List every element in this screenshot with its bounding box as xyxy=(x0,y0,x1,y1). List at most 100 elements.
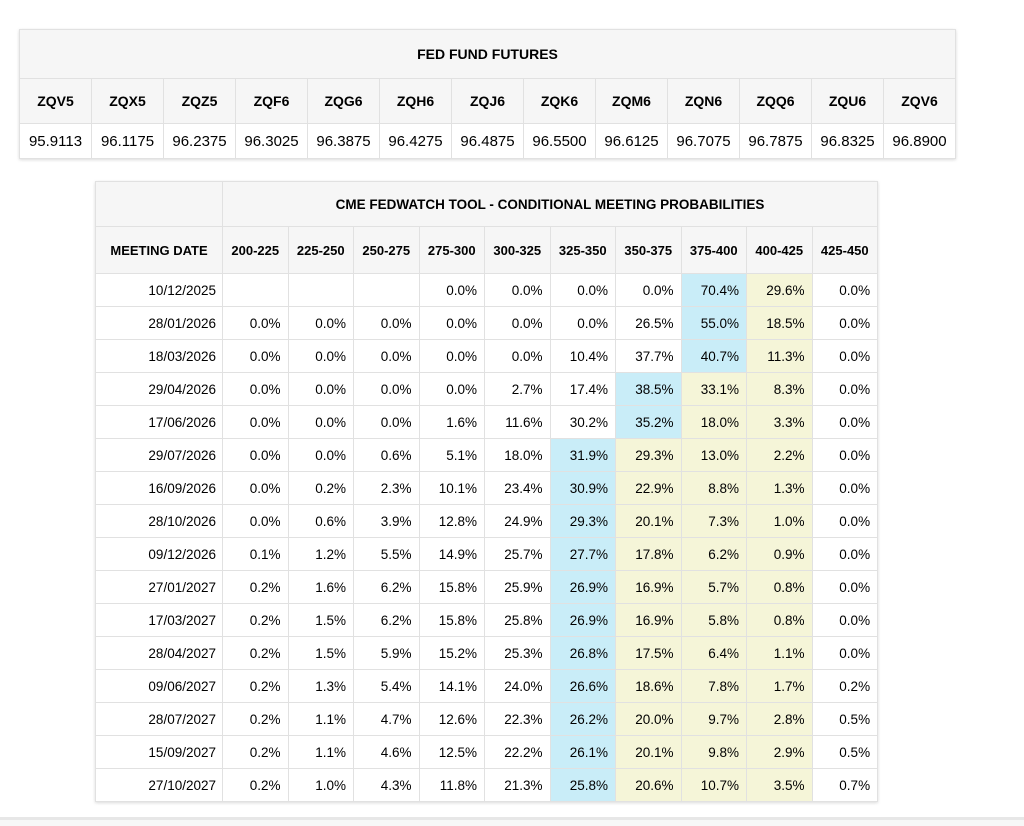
probability-cell: 14.1% xyxy=(418,669,485,703)
probability-cell: 0.2% xyxy=(222,768,289,802)
probability-cell: 31.9% xyxy=(549,438,616,472)
probability-cell: 0.9% xyxy=(746,537,813,571)
futures-contract-header: ZQV5 xyxy=(19,78,92,124)
probability-cell: 0.0% xyxy=(222,405,289,439)
futures-price-cell: 96.3875 xyxy=(307,123,380,159)
probability-cell: 12.8% xyxy=(418,504,485,538)
probability-cell: 38.5% xyxy=(615,372,682,406)
probability-cell: 1.6% xyxy=(287,570,354,604)
futures-price-cell: 96.8325 xyxy=(811,123,884,159)
meeting-date-cell: 28/10/2026 xyxy=(95,504,223,538)
probability-cell: 1.7% xyxy=(746,669,813,703)
probability-cell: 1.0% xyxy=(287,768,354,802)
probability-cell: 22.2% xyxy=(484,735,551,769)
probability-cell: 25.7% xyxy=(484,537,551,571)
fedwatch-row: 28/07/2027 0.2% 1.1% 4.7% 12.6% 22.3% 26.2% 20.… xyxy=(95,702,879,736)
futures-contract-header: ZQF6 xyxy=(235,78,308,124)
probability-cell: 0.0% xyxy=(222,438,289,472)
probability-cell: 1.5% xyxy=(287,603,354,637)
fedwatch-row: 27/01/2027 0.2% 1.6% 6.2% 15.8% 25.9% 26.9% 16.… xyxy=(95,570,879,604)
futures-contract-header: ZQU6 xyxy=(811,78,884,124)
probability-cell: 12.5% xyxy=(418,735,485,769)
probability-cell: 25.9% xyxy=(484,570,551,604)
meeting-date-header: MEETING DATE xyxy=(95,226,223,274)
probability-cell: 25.8% xyxy=(549,768,616,802)
probability-cell xyxy=(287,273,354,307)
probability-cell: 16.9% xyxy=(615,570,682,604)
rate-range-header: 225-250 xyxy=(287,226,354,274)
probability-cell: 6.2% xyxy=(353,603,420,637)
fedwatch-corner-cell xyxy=(95,181,223,227)
futures-price-cell: 96.7875 xyxy=(739,123,812,159)
rate-range-header: 325-350 xyxy=(549,226,616,274)
probability-cell: 26.1% xyxy=(549,735,616,769)
meeting-date-cell: 29/04/2026 xyxy=(95,372,223,406)
probability-cell: 22.9% xyxy=(615,471,682,505)
fedwatch-row: 15/09/2027 0.2% 1.1% 4.6% 12.5% 22.2% 26.1% 20.… xyxy=(95,735,879,769)
fedwatch-row: 27/10/2027 0.2% 1.0% 4.3% 11.8% 21.3% 25.8% 20.… xyxy=(95,768,879,802)
probability-cell: 18.6% xyxy=(615,669,682,703)
probability-cell: 0.1% xyxy=(222,537,289,571)
probability-cell: 6.4% xyxy=(680,636,747,670)
probability-cell: 1.5% xyxy=(287,636,354,670)
meeting-date-cell: 09/06/2027 xyxy=(95,669,223,703)
futures-contract-header: ZQZ5 xyxy=(163,78,236,124)
probability-cell: 0.0% xyxy=(287,372,354,406)
probability-cell: 17.5% xyxy=(615,636,682,670)
probability-cell: 3.9% xyxy=(353,504,420,538)
probability-cell: 2.7% xyxy=(484,372,551,406)
futures-contract-header: ZQN6 xyxy=(667,78,740,124)
probability-cell: 0.0% xyxy=(353,372,420,406)
fedwatch-row: 28/10/2026 0.0% 0.6% 3.9% 12.8% 24.9% 29.3% 20.… xyxy=(95,504,879,538)
futures-price-cell: 96.4875 xyxy=(451,123,524,159)
fedwatch-row: 16/09/2026 0.0% 0.2% 2.3% 10.1% 23.4% 30.9% 22.… xyxy=(95,471,879,505)
futures-contract-header: ZQV6 xyxy=(883,78,956,124)
fedwatch-row: 28/01/2026 0.0% 0.0% 0.0% 0.0% 0.0% 0.0% 26.5% 5… xyxy=(95,306,879,340)
rate-range-header: 250-275 xyxy=(353,226,420,274)
probability-cell: 5.7% xyxy=(680,570,747,604)
probability-cell: 15.8% xyxy=(418,603,485,637)
probability-cell: 26.8% xyxy=(549,636,616,670)
probability-cell: 4.6% xyxy=(353,735,420,769)
probability-cell xyxy=(353,273,420,307)
meeting-date-cell: 18/03/2026 xyxy=(95,339,223,373)
meeting-date-cell: 17/06/2026 xyxy=(95,405,223,439)
probability-cell: 14.9% xyxy=(418,537,485,571)
probability-cell: 20.6% xyxy=(615,768,682,802)
meeting-date-cell: 16/09/2026 xyxy=(95,471,223,505)
probability-cell: 26.6% xyxy=(549,669,616,703)
probability-cell: 70.4% xyxy=(680,273,747,307)
probability-cell: 10.7% xyxy=(680,768,747,802)
probability-cell: 30.2% xyxy=(549,405,616,439)
probability-cell: 21.3% xyxy=(484,768,551,802)
futures-contract-header: ZQM6 xyxy=(595,78,668,124)
probability-cell: 0.0% xyxy=(811,636,879,670)
probability-cell: 10.4% xyxy=(549,339,616,373)
probability-cell: 0.0% xyxy=(549,273,616,307)
probability-cell: 0.2% xyxy=(222,636,289,670)
probability-cell: 1.3% xyxy=(287,669,354,703)
probability-cell: 0.0% xyxy=(287,405,354,439)
probability-cell: 26.5% xyxy=(615,306,682,340)
probability-cell: 29.3% xyxy=(615,438,682,472)
probability-cell: 4.7% xyxy=(353,702,420,736)
rate-range-header: 400-425 xyxy=(746,226,813,274)
probability-cell: 29.6% xyxy=(746,273,813,307)
probability-cell: 0.6% xyxy=(287,504,354,538)
probability-cell: 1.1% xyxy=(746,636,813,670)
futures-price-cell: 96.4275 xyxy=(379,123,452,159)
futures-price-row: 95.9113 96.1175 96.2375 96.3025 96.3875 96.42… xyxy=(19,123,956,159)
probability-cell: 8.8% xyxy=(680,471,747,505)
probability-cell: 1.0% xyxy=(746,504,813,538)
meeting-date-cell: 29/07/2026 xyxy=(95,438,223,472)
probability-cell: 0.0% xyxy=(287,306,354,340)
probability-cell: 8.3% xyxy=(746,372,813,406)
probability-cell: 20.0% xyxy=(615,702,682,736)
probability-cell: 0.2% xyxy=(222,702,289,736)
probability-cell: 0.0% xyxy=(353,306,420,340)
probability-cell: 5.4% xyxy=(353,669,420,703)
probability-cell: 15.8% xyxy=(418,570,485,604)
probability-cell: 0.0% xyxy=(811,504,879,538)
probability-cell: 33.1% xyxy=(680,372,747,406)
